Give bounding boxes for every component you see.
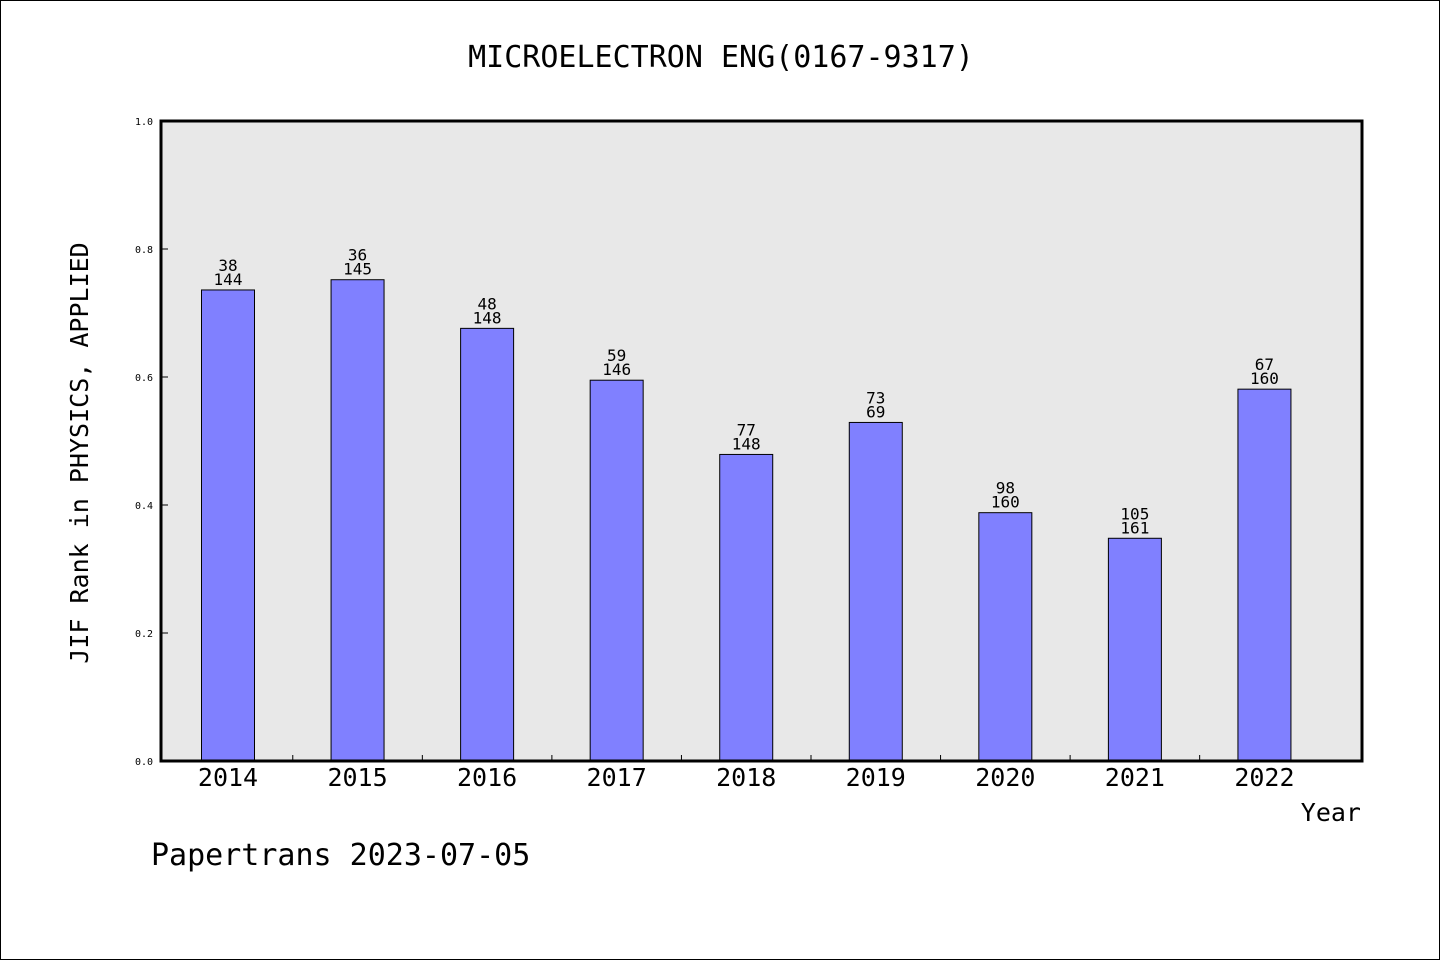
- data-label-rank: 38: [218, 256, 237, 275]
- data-label-total: 160: [1250, 369, 1279, 388]
- data-label-total: 145: [343, 260, 372, 279]
- x-tick-label: 2020: [975, 763, 1035, 792]
- y-tick-label: 0.8: [135, 245, 153, 256]
- data-label-total: 160: [991, 493, 1020, 512]
- x-tick-label: 2021: [1105, 763, 1165, 792]
- data-label-total: 144: [214, 270, 243, 289]
- footer-source-date: Papertrans 2023-07-05: [151, 838, 530, 873]
- x-axis-label: Year: [1301, 798, 1361, 827]
- y-tick-label: 0.2: [135, 629, 153, 640]
- bars-layer: [201, 279, 1292, 762]
- x-tick-label: 2016: [457, 763, 517, 792]
- y-tick-label: 0.6: [135, 373, 153, 384]
- x-tick-label: 2018: [716, 763, 776, 792]
- y-tick-label: 0.4: [135, 501, 153, 512]
- data-label-rank: 59: [607, 346, 626, 365]
- data-label-rank: 67: [1255, 355, 1274, 374]
- data-label-rank: 105: [1120, 504, 1149, 523]
- y-tick-label: 0.0: [135, 757, 153, 768]
- data-label-total: 161: [1120, 518, 1149, 537]
- bar-2017: [589, 379, 644, 762]
- y-tick-label: 1.0: [135, 117, 153, 128]
- bar-2019: [848, 421, 903, 762]
- x-tick-label: 2017: [587, 763, 647, 792]
- bar-2016: [460, 327, 515, 762]
- bar-2018: [719, 453, 774, 762]
- bar-2022: [1237, 388, 1292, 762]
- data-label-total: 148: [732, 434, 761, 453]
- bar-2020: [978, 512, 1033, 762]
- data-label-rank: 98: [996, 479, 1015, 498]
- chart-title: MICROELECTRON ENG(0167-9317): [468, 40, 974, 75]
- x-tick-label: 2015: [327, 763, 387, 792]
- data-label-rank: 36: [348, 246, 367, 265]
- x-axis: 2014 2015 2016 2017 2018 2019 2020 2021 2022: [198, 755, 1295, 792]
- data-label-rank: 77: [737, 420, 756, 439]
- plot-border: [159, 119, 1364, 763]
- y-axis-label: JIF Rank in PHYSICS, APPLIED: [65, 242, 94, 663]
- data-label-total: 69: [866, 402, 885, 421]
- data-label-rank: 48: [477, 294, 496, 313]
- data-labels-layer: 3814436145481485914677148736998160105161…: [214, 246, 1279, 538]
- bar-2014: [201, 289, 255, 762]
- x-tick-label: 2022: [1234, 763, 1294, 792]
- x-tick-label: 2014: [198, 763, 258, 792]
- bar-2015: [330, 279, 385, 762]
- data-label-total: 146: [602, 360, 631, 379]
- x-tick-label: 2019: [846, 763, 906, 792]
- bar-2021: [1107, 537, 1162, 762]
- data-label-rank: 73: [866, 388, 885, 407]
- data-label-total: 148: [473, 308, 502, 327]
